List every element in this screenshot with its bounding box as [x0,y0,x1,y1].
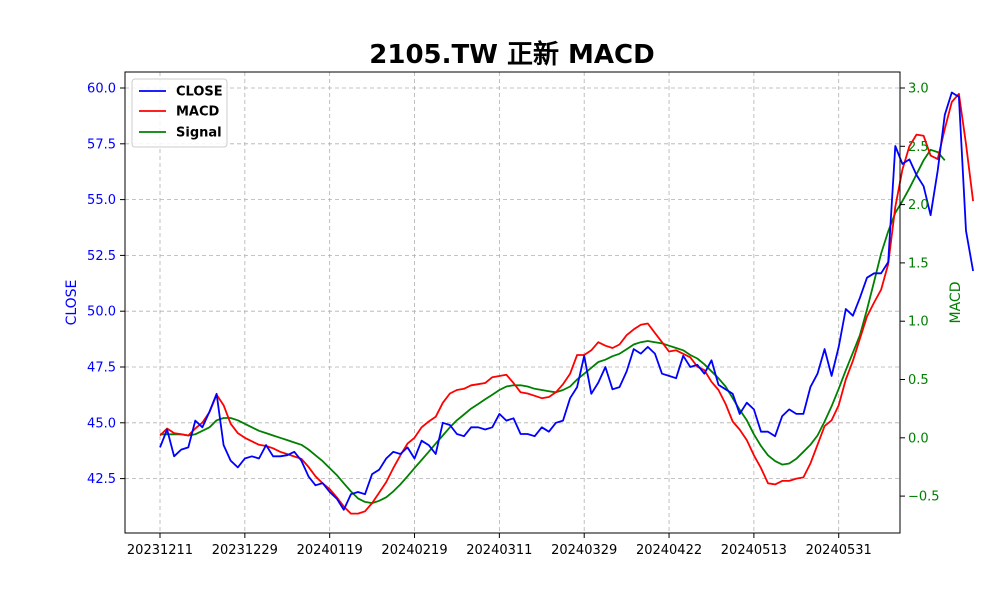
y-left-tick-label: 50.0 [87,305,116,320]
y-left-tick-label: 45.0 [87,416,116,431]
x-tick-label: 20231229 [212,543,278,558]
y-right-tick-label: 3.0 [908,82,929,97]
y-right-tick-label: −0.5 [908,490,940,505]
y-right-tick-label: 2.5 [908,140,929,155]
plot-frame [124,71,901,534]
x-tick-label: 20240119 [297,543,363,558]
x-tick-label: 20240219 [381,543,447,558]
series-line-signal [160,148,946,505]
legend-label-close: CLOSE [176,85,223,100]
axis-layer: 20231211 20231229 20240119 20240219 20240311… [87,82,940,559]
y-left-tick-label: 52.5 [87,249,116,264]
legend: CLOSE MACD Signal [131,78,228,148]
legend-label-macd: MACD [176,105,220,120]
legend-label-signal: Signal [176,126,222,141]
y-left-tick-label: 57.5 [87,137,116,152]
series-line-close [159,91,974,511]
y-axis-right-label: MACD [948,282,964,324]
y-axis-left-label: CLOSE [64,280,80,326]
chart-title: 2105.TW 正新 MACD [369,39,654,70]
x-tick-label: 20231211 [127,543,193,558]
y-right-tick-label: 1.0 [908,315,929,330]
grid-layer [125,72,900,533]
y-left-tick-label: 60.0 [87,82,116,97]
series-line-macd [159,92,974,515]
x-tick-label: 20240422 [636,543,702,558]
y-left-tick-label: 42.5 [87,472,116,487]
y-right-tick-label: 1.5 [908,256,929,271]
x-tick-label: 20240311 [466,543,532,558]
y-left-tick-label: 55.0 [87,193,116,208]
x-tick-label: 20240531 [806,543,872,558]
x-tick-label: 20240513 [721,543,787,558]
legend-box [131,78,228,148]
series-layer [159,91,974,515]
y-right-tick-label: 0.0 [908,431,929,446]
y-left-tick-label: 47.5 [87,361,116,376]
y-right-tick-label: 0.5 [908,373,929,388]
x-tick-label: 20240329 [551,543,617,558]
y-right-tick-label: 2.0 [908,198,929,213]
